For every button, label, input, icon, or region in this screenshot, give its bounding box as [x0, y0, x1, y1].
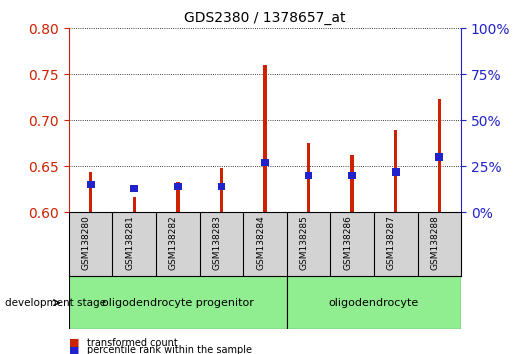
Text: percentile rank within the sample: percentile rank within the sample — [87, 346, 252, 354]
Text: GSM138281: GSM138281 — [125, 216, 134, 270]
Text: ■: ■ — [69, 346, 80, 354]
Text: oligodendrocyte: oligodendrocyte — [329, 298, 419, 308]
Bar — [394, 130, 398, 212]
Bar — [348, 172, 356, 179]
Bar — [438, 99, 441, 212]
Bar — [89, 172, 92, 212]
Text: GSM138280: GSM138280 — [82, 216, 91, 270]
Bar — [307, 143, 311, 212]
Bar — [350, 155, 354, 212]
Bar — [132, 197, 136, 212]
Bar — [217, 183, 225, 190]
Text: ■: ■ — [69, 338, 80, 348]
Text: GSM138286: GSM138286 — [343, 216, 352, 270]
Text: transformed count: transformed count — [87, 338, 178, 348]
Bar — [219, 168, 223, 212]
Text: GSM138287: GSM138287 — [387, 216, 396, 270]
Text: oligodendrocyte progenitor: oligodendrocyte progenitor — [102, 298, 254, 308]
Bar — [287, 276, 461, 329]
Bar — [261, 159, 269, 166]
Bar — [174, 183, 182, 190]
Text: GSM138285: GSM138285 — [299, 216, 308, 270]
Bar — [176, 182, 180, 212]
Bar — [305, 172, 313, 179]
Text: GSM138284: GSM138284 — [256, 216, 265, 270]
Bar — [392, 168, 400, 176]
Text: development stage: development stage — [5, 298, 107, 308]
Text: GSM138288: GSM138288 — [430, 216, 439, 270]
Text: GSM138282: GSM138282 — [169, 216, 178, 270]
Text: GDS2380 / 1378657_at: GDS2380 / 1378657_at — [184, 11, 346, 25]
Bar — [87, 181, 95, 188]
Text: GSM138283: GSM138283 — [213, 216, 222, 270]
Bar — [435, 154, 443, 161]
Bar — [69, 276, 287, 329]
Bar — [130, 185, 138, 192]
Bar — [263, 65, 267, 212]
